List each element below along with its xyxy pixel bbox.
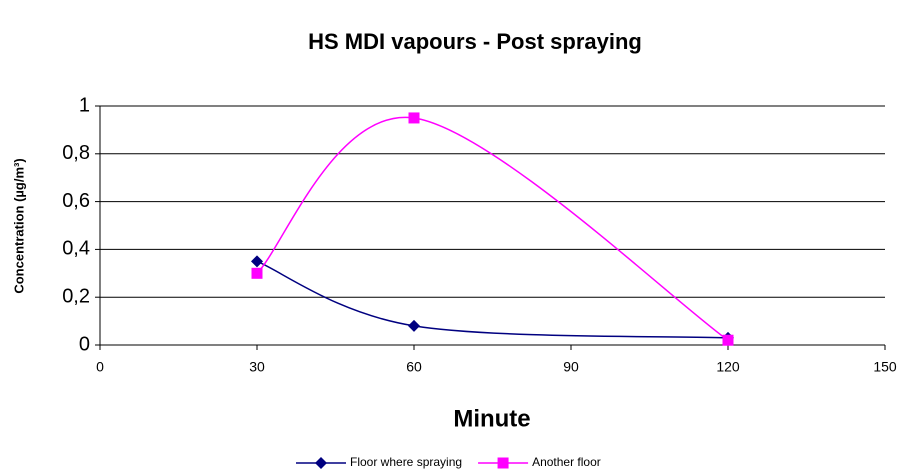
y-tick-label: 0 xyxy=(79,333,90,355)
y-tick-label: 0,6 xyxy=(62,190,90,212)
x-axis-label: Minute xyxy=(453,405,530,432)
data-point xyxy=(408,112,420,124)
y-tick-label: 0,4 xyxy=(62,238,90,260)
x-tick-label: 30 xyxy=(249,359,265,375)
x-tick-label: 60 xyxy=(406,359,422,375)
legend-marker xyxy=(497,457,509,469)
data-point xyxy=(251,267,263,279)
chart-title: HS MDI vapours - Post spraying xyxy=(308,29,642,54)
x-tick-label: 0 xyxy=(96,359,104,375)
y-axis-label: Concentration (µg/m³) xyxy=(11,158,26,293)
data-point xyxy=(722,334,734,346)
x-tick-label: 90 xyxy=(563,359,579,375)
legend-marker xyxy=(315,457,327,469)
legend-label: Another floor xyxy=(532,455,601,469)
legend-label: Floor where spraying xyxy=(350,455,462,469)
y-tick-label: 1 xyxy=(79,94,90,116)
data-point xyxy=(408,319,420,332)
x-tick-label: 150 xyxy=(873,359,897,375)
y-tick-label: 0,2 xyxy=(62,285,90,307)
y-tick-label: 0,8 xyxy=(62,142,90,164)
series-line xyxy=(256,260,729,339)
data-point xyxy=(251,255,263,268)
x-tick-label: 120 xyxy=(716,359,740,375)
series-line xyxy=(256,116,729,341)
